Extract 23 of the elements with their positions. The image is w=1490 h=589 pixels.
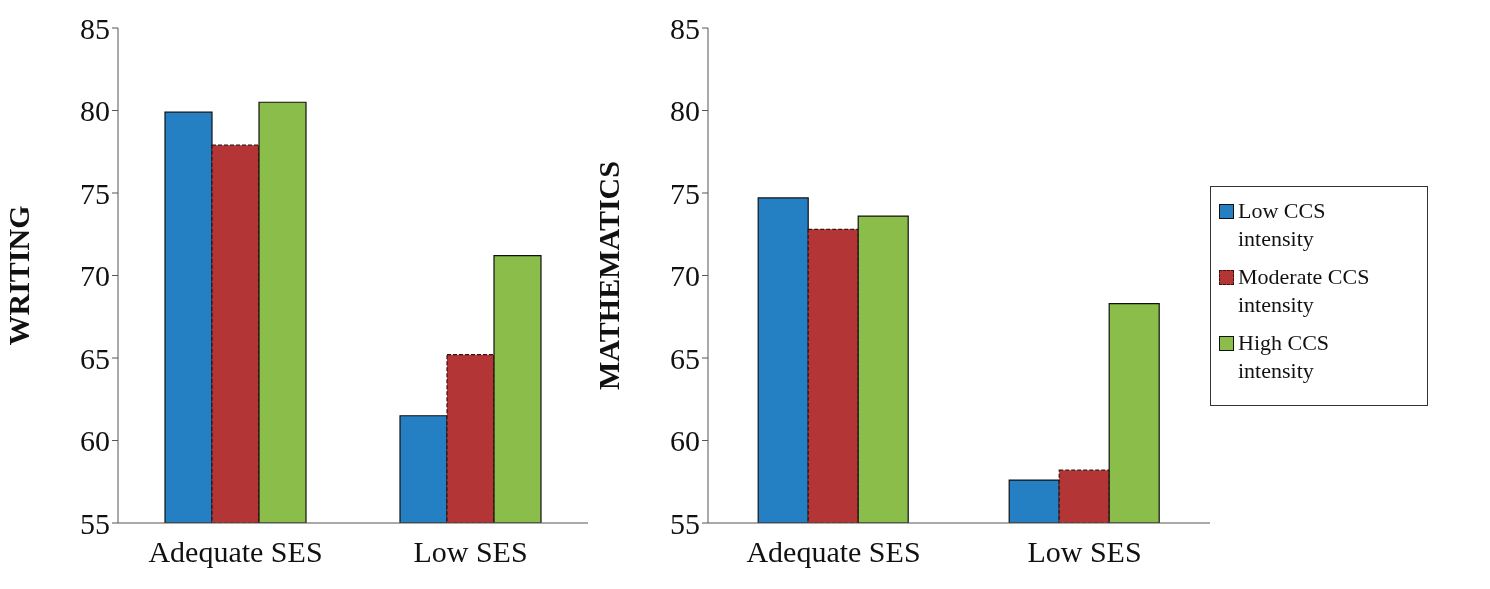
x-tick-label: Low SES — [413, 535, 528, 569]
y-tick-label: 75 — [80, 176, 110, 210]
y-tick-label: 85 — [80, 11, 110, 45]
y-tick-label: 70 — [670, 259, 700, 293]
y-tick-label: 65 — [80, 341, 110, 375]
legend-label: Moderate CCS intensity — [1238, 262, 1371, 319]
y-tick-label: 65 — [670, 341, 700, 375]
y-axis-title: MATHEMATICS — [591, 161, 625, 390]
y-tick-label: 75 — [670, 176, 700, 210]
y-tick-label: 60 — [670, 424, 700, 458]
legend-label: Low CCS intensity — [1238, 196, 1327, 253]
y-axis-title: WRITING — [1, 205, 35, 346]
y-tick-label: 60 — [80, 424, 110, 458]
y-tick-label: 70 — [80, 259, 110, 293]
y-tick-label: 80 — [80, 94, 110, 128]
x-tick-label: Adequate SES — [746, 535, 921, 569]
x-tick-label: Adequate SES — [148, 535, 323, 569]
y-tick-label: 85 — [670, 11, 700, 45]
legend-label: High CCS intensity — [1238, 328, 1331, 385]
y-tick-label: 55 — [80, 506, 110, 540]
y-tick-label: 80 — [670, 94, 700, 128]
x-tick-label: Low SES — [1027, 535, 1142, 569]
y-tick-label: 55 — [670, 506, 700, 540]
